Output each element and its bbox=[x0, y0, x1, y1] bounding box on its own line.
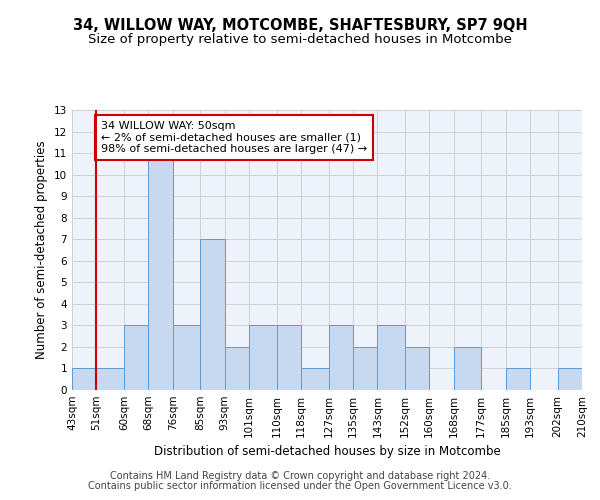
X-axis label: Distribution of semi-detached houses by size in Motcombe: Distribution of semi-detached houses by … bbox=[154, 446, 500, 458]
Y-axis label: Number of semi-detached properties: Number of semi-detached properties bbox=[35, 140, 49, 360]
Bar bbox=[148, 153, 173, 390]
Text: 34 WILLOW WAY: 50sqm
← 2% of semi-detached houses are smaller (1)
98% of semi-de: 34 WILLOW WAY: 50sqm ← 2% of semi-detach… bbox=[101, 121, 367, 154]
Bar bbox=[249, 326, 277, 390]
Bar bbox=[72, 368, 97, 390]
Text: 34, WILLOW WAY, MOTCOMBE, SHAFTESBURY, SP7 9QH: 34, WILLOW WAY, MOTCOMBE, SHAFTESBURY, S… bbox=[73, 18, 527, 32]
Bar bbox=[405, 347, 430, 390]
Bar bbox=[454, 347, 481, 390]
Bar bbox=[124, 326, 148, 390]
Bar bbox=[301, 368, 329, 390]
Text: Contains public sector information licensed under the Open Government Licence v3: Contains public sector information licen… bbox=[88, 481, 512, 491]
Text: Contains HM Land Registry data © Crown copyright and database right 2024.: Contains HM Land Registry data © Crown c… bbox=[110, 471, 490, 481]
Bar bbox=[557, 368, 582, 390]
Bar bbox=[506, 368, 530, 390]
Bar bbox=[353, 347, 377, 390]
Bar bbox=[329, 326, 353, 390]
Bar bbox=[200, 239, 224, 390]
Bar bbox=[224, 347, 249, 390]
Bar bbox=[377, 326, 405, 390]
Text: Size of property relative to semi-detached houses in Motcombe: Size of property relative to semi-detach… bbox=[88, 32, 512, 46]
Bar bbox=[97, 368, 124, 390]
Bar bbox=[173, 326, 200, 390]
Bar bbox=[277, 326, 301, 390]
